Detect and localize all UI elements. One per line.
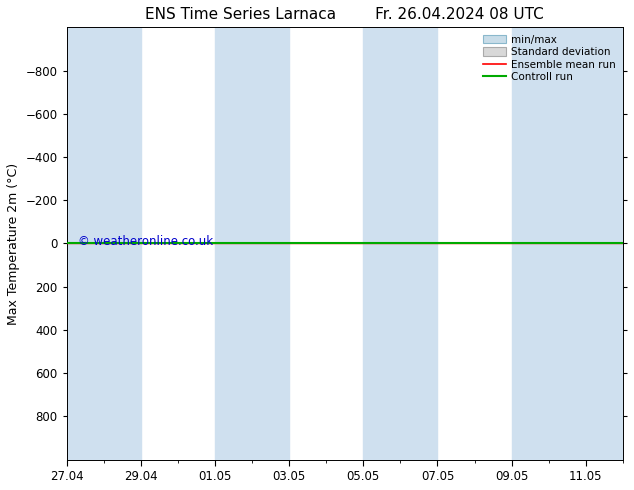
- Bar: [67, 27, 141, 460]
- Text: © weatheronline.co.uk: © weatheronline.co.uk: [78, 235, 213, 248]
- Y-axis label: Max Temperature 2m (°C): Max Temperature 2m (°C): [7, 162, 20, 324]
- Bar: [363, 27, 437, 460]
- Bar: [215, 27, 289, 460]
- Bar: [512, 27, 623, 460]
- Legend: min/max, Standard deviation, Ensemble mean run, Controll run: min/max, Standard deviation, Ensemble me…: [481, 32, 618, 84]
- Title: ENS Time Series Larnaca        Fr. 26.04.2024 08 UTC: ENS Time Series Larnaca Fr. 26.04.2024 0…: [145, 7, 544, 22]
